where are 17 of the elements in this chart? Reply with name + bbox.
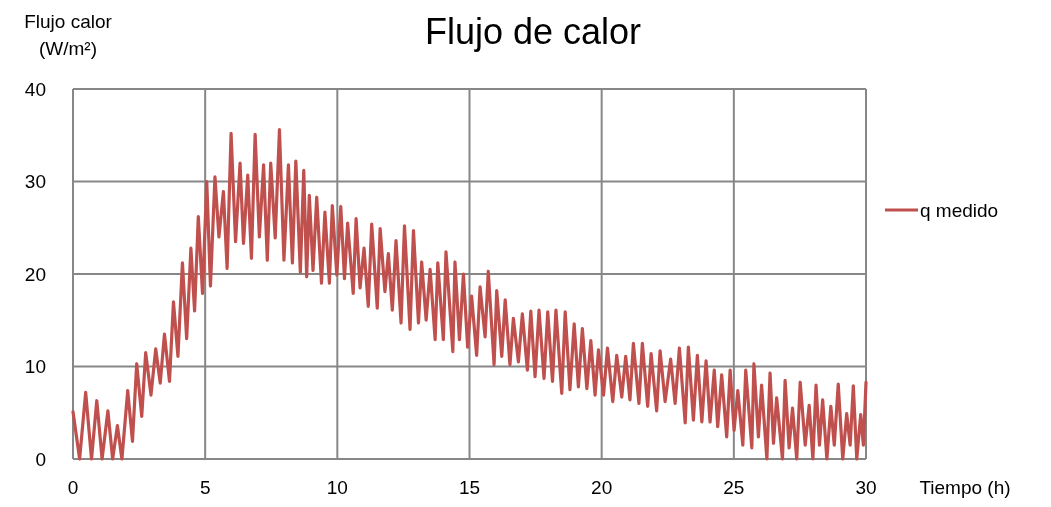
x-tick-label: 25: [723, 477, 745, 498]
x-tick-label: 20: [591, 477, 613, 498]
y-tick-label: 40: [24, 78, 46, 100]
x-tick-label: 5: [199, 477, 211, 498]
x-tick-label: 30: [855, 477, 877, 498]
x-axis-title: Tiempo (h): [919, 477, 1011, 498]
y-tick-label: 20: [24, 263, 46, 285]
x-tick-label: 0: [67, 477, 79, 498]
chart-title: Flujo de calor: [424, 11, 642, 52]
y-tick-label: 30: [24, 171, 46, 193]
y-axis-title: Flujo calor (W/m²): [24, 11, 113, 59]
line-series: [71, 128, 868, 461]
x-tick-label: 15: [458, 477, 481, 498]
y-tick-label: 0: [35, 448, 46, 470]
x-tick-label: 10: [326, 477, 348, 498]
y-tick-label: 10: [24, 356, 46, 378]
legend-label: q medido: [920, 199, 999, 221]
